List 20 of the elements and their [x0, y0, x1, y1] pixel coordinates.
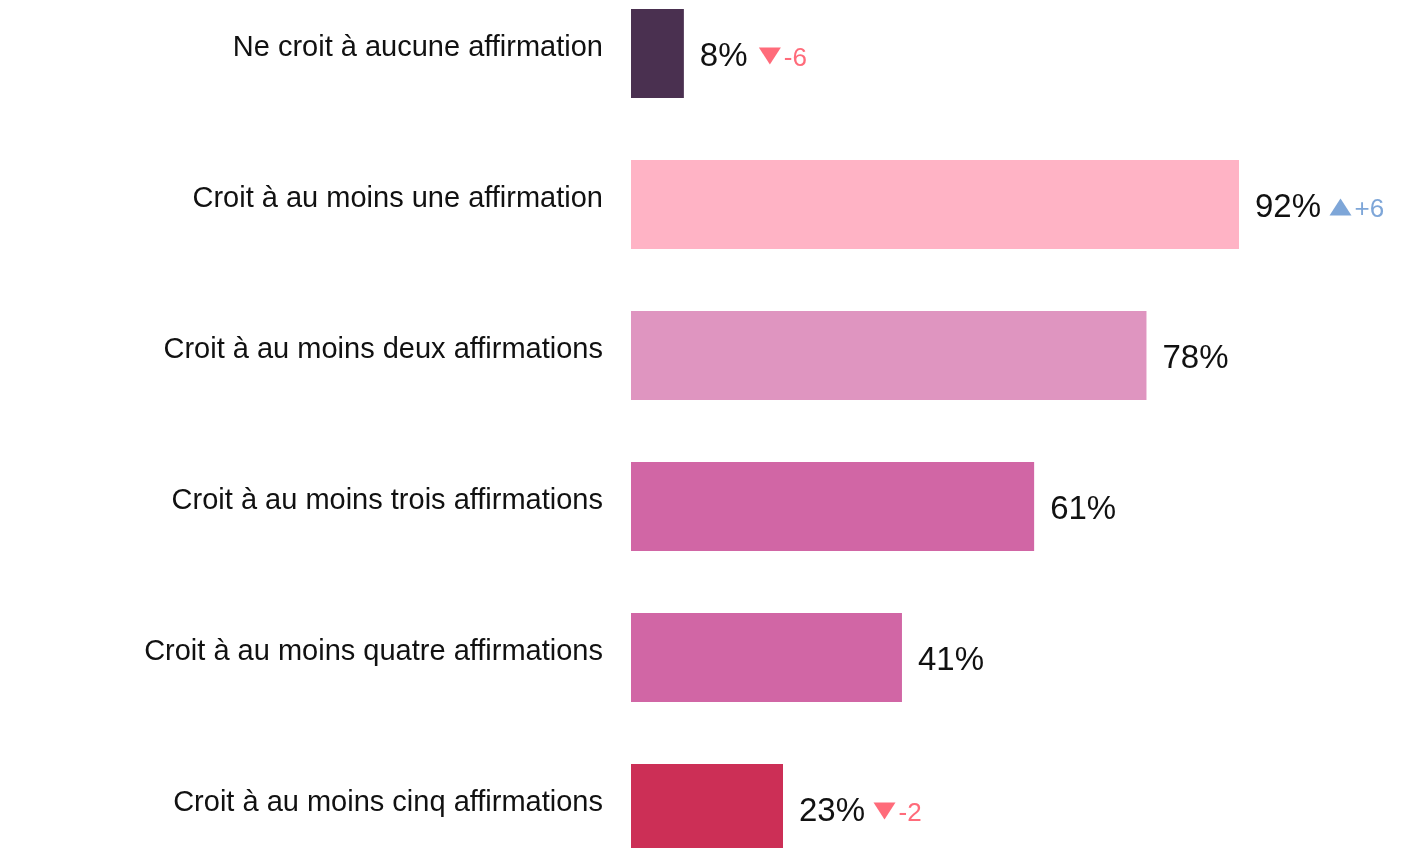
data-label: 23%: [799, 790, 866, 828]
bar: [631, 311, 1147, 400]
bar: [631, 9, 684, 98]
y-tick-label: Croit à au moins deux affirmations: [163, 332, 603, 364]
annotation: -2: [898, 796, 922, 827]
data-label: 41%: [917, 639, 985, 677]
y-tick-label: Croit à au moins cinq affirmations: [173, 785, 603, 817]
data-label: 8%: [699, 35, 748, 73]
data-label: 61%: [1050, 488, 1117, 526]
y-tick-label: Ne croit à aucune affirmation: [232, 30, 603, 62]
y-tick-label: Croit à au moins trois affirmations: [171, 483, 603, 515]
y-tick-label: Croit à au moins une affirmation: [192, 181, 603, 213]
data-label: 92%: [1255, 186, 1322, 224]
y-tick-label: Croit à au moins quatre affirmations: [144, 634, 603, 666]
bar: [631, 613, 902, 702]
annotation: -6: [783, 41, 807, 72]
data-label: 78%: [1162, 337, 1229, 375]
bar: [631, 160, 1239, 249]
text: +6: [1354, 192, 1385, 223]
bar: [631, 462, 1035, 551]
